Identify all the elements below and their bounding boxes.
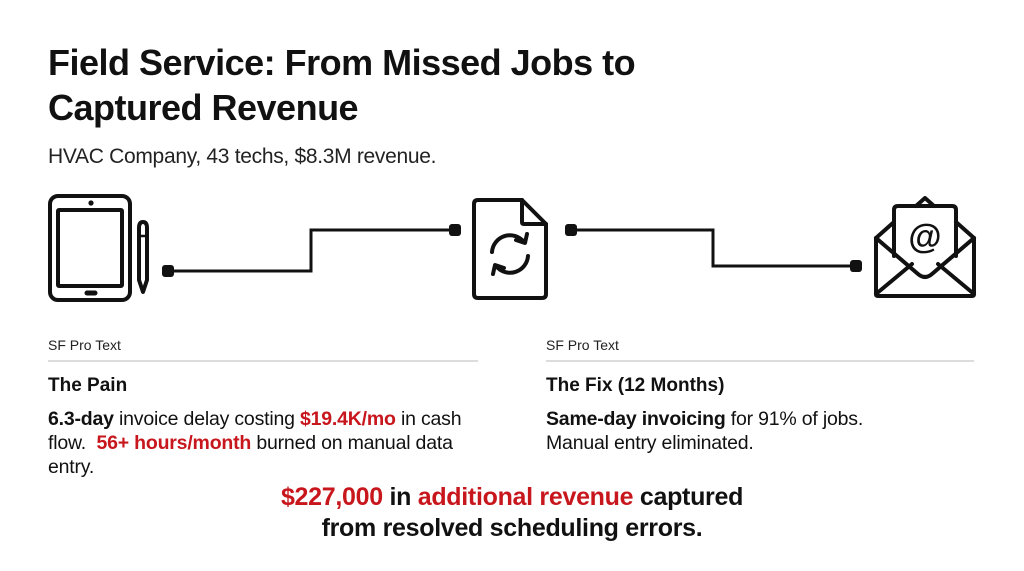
callout-text: in	[382, 483, 418, 511]
fix-invoicing-value: Same-day invoicing	[546, 408, 726, 430]
connector-dot	[162, 265, 174, 277]
revenue-label: additional revenue	[417, 483, 634, 511]
fix-heading: The Fix (12 Months)	[546, 375, 725, 396]
pain-delay-value: 6.3-day	[48, 408, 114, 430]
connector-document-to-email	[571, 228, 856, 268]
pain-hours-value: 56+ hours/month	[96, 432, 252, 454]
body-text: invoice delay costing	[113, 408, 300, 430]
pain-section: SF Pro Text The Pain 6.3-day invoice del…	[48, 336, 478, 479]
revenue-amount: $227,000	[280, 483, 383, 511]
body-text: Manual entry eliminated.	[546, 432, 754, 454]
connector-dot	[565, 224, 577, 236]
body-text: for 91% of jobs.	[725, 408, 864, 430]
connector-dot	[850, 260, 862, 272]
callout-text: from resolved scheduling errors.	[321, 514, 703, 542]
callout-text: captured	[633, 483, 744, 511]
connector-tablet-to-document	[168, 228, 455, 273]
pain-cost-value: $19.4K/mo	[300, 408, 396, 430]
divider	[48, 360, 478, 362]
pain-heading: The Pain	[48, 375, 128, 396]
email-envelope-at-icon: @	[874, 196, 976, 298]
page-title: Field Service: From Missed Jobs to Captu…	[48, 42, 636, 128]
fix-body: Same-day invoicing for 91% of jobs. Manua…	[546, 407, 974, 455]
tablet-with-stylus-icon	[48, 194, 149, 302]
body-text: in cash flow.	[48, 408, 467, 454]
font-label: SF Pro Text	[546, 337, 619, 353]
pain-body: 6.3-day invoice delay costing $19.4K/mo …	[48, 407, 478, 479]
svg-text:@: @	[908, 218, 941, 256]
body-text: burned on manual data entry.	[48, 432, 453, 478]
connector-dot	[449, 224, 461, 236]
page-subtitle: HVAC Company, 43 techs, $8.3M revenue.	[48, 145, 437, 168]
divider	[546, 360, 974, 362]
font-label: SF Pro Text	[48, 337, 121, 353]
fix-section: SF Pro Text The Fix (12 Months) Same-day…	[546, 336, 974, 455]
revenue-callout: $227,000 in additional revenue captured f…	[0, 482, 1024, 544]
document-sync-icon	[472, 198, 548, 300]
